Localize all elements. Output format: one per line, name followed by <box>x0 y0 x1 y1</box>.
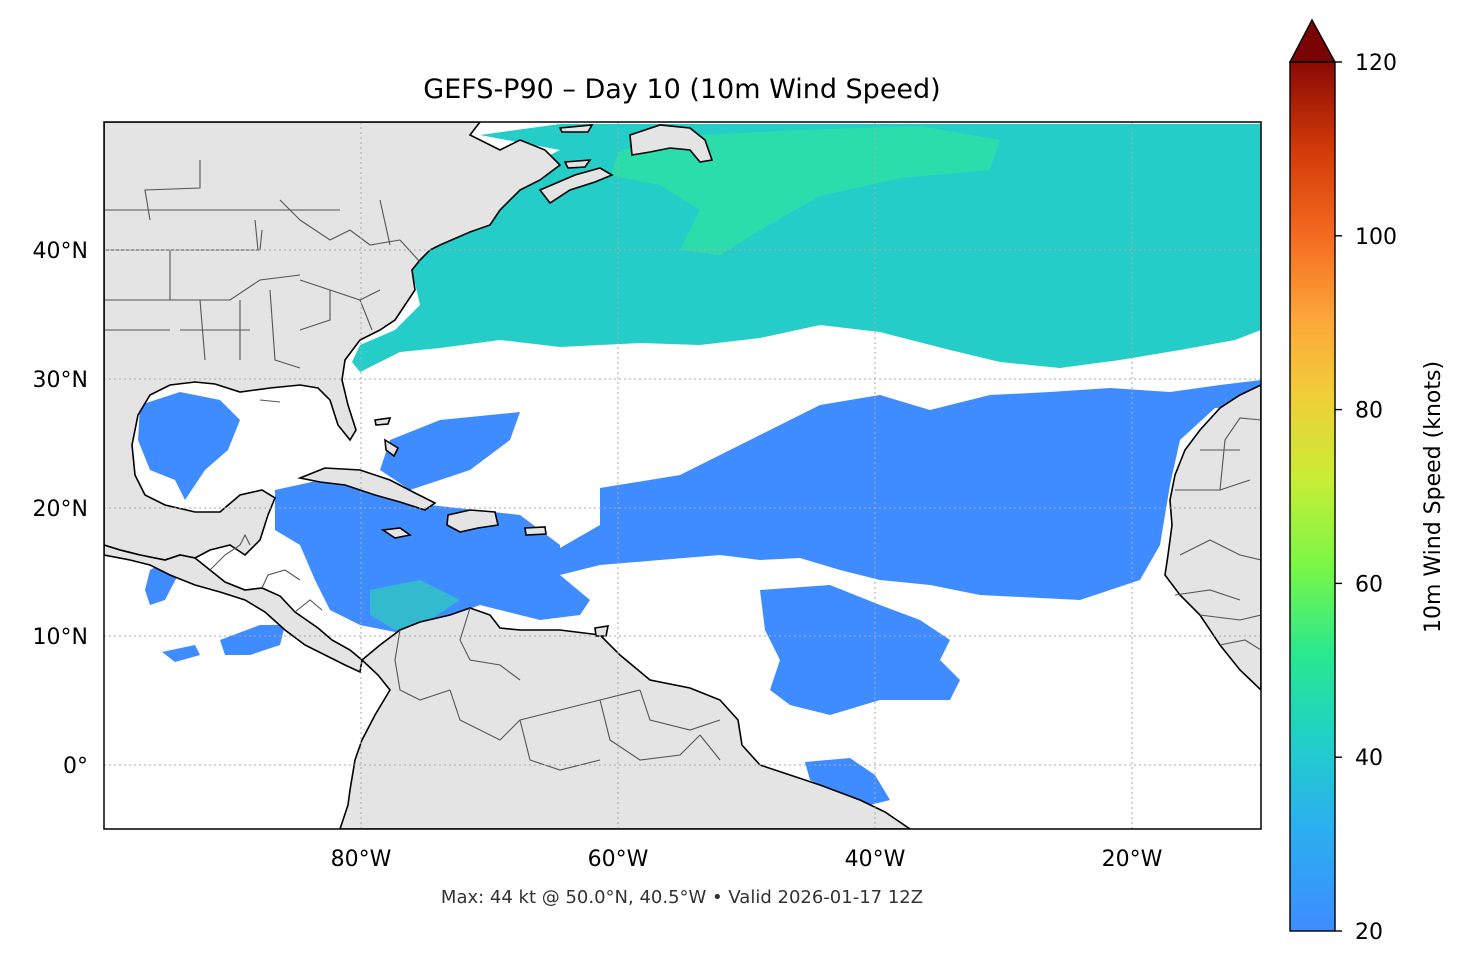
land-central-america <box>104 544 363 674</box>
wind-band-central <box>380 412 520 490</box>
lon-tick-label: 60°W <box>588 847 649 872</box>
colorbar-tick-label: 20 <box>1355 920 1383 945</box>
lat-tick-label: 40°N <box>33 239 88 264</box>
lat-tick-labels: 40°N 30°N 20°N 10°N 0° <box>33 239 88 779</box>
land-pei <box>563 159 592 169</box>
colorbar-tick-label: 40 <box>1355 746 1383 771</box>
wind-band-gulf <box>138 392 240 500</box>
land-north-america <box>104 122 562 561</box>
wind-patch-pacific-c <box>162 645 200 662</box>
colorbar-frame <box>1289 61 1336 932</box>
wind-band-caribbean <box>275 478 590 635</box>
colorbar-tick-label: 100 <box>1355 225 1397 250</box>
wind-band-trades <box>560 380 1261 600</box>
land-cuba <box>297 467 437 511</box>
colorbar-tick-label: 60 <box>1355 572 1383 597</box>
land-africa <box>1164 384 1261 692</box>
lon-tick-label: 40°W <box>845 847 906 872</box>
map-footer: Max: 44 kt @ 50.0°N, 40.5°W • Valid 2026… <box>441 887 923 908</box>
lat-tick-label: 30°N <box>33 368 88 393</box>
wind-core-caribbean <box>370 580 460 630</box>
colorbar: 20 40 60 80 100 120 10m Wind Speed (knots) <box>1288 18 1446 945</box>
land-hispaniola <box>446 509 499 533</box>
lon-tick-label: 20°W <box>1102 847 1163 872</box>
land-bahamas <box>374 417 400 458</box>
wind-patch-pacific-b <box>220 625 285 655</box>
land-anticosti <box>558 124 594 133</box>
colorbar-tick-label: 80 <box>1355 399 1383 424</box>
wind-band-south <box>760 585 960 715</box>
lat-tick-label: 0° <box>63 754 88 779</box>
colorbar-gradient <box>1290 62 1335 931</box>
lon-tick-labels: 80°W 60°W 40°W 20°W <box>331 847 1163 872</box>
land-trinidad <box>594 625 610 637</box>
lat-tick-label: 10°N <box>33 625 88 650</box>
land-puerto-rico <box>524 526 547 536</box>
colorbar-label: 10m Wind Speed (knots) <box>1421 361 1446 633</box>
colorbar-tick-label: 120 <box>1355 51 1397 76</box>
land-newfoundland <box>629 124 714 163</box>
colorbar-extend-arrow <box>1288 18 1337 63</box>
colorbar-ticks: 20 40 60 80 100 120 <box>1335 51 1397 945</box>
map-title: GEFS-P90 – Day 10 (10m Wind Speed) <box>423 74 940 105</box>
wind-band-equator <box>805 758 890 805</box>
land-nova-scotia <box>538 167 614 205</box>
land-masses <box>104 122 1261 829</box>
lat-tick-label: 20°N <box>33 497 88 522</box>
lon-tick-label: 80°W <box>331 847 392 872</box>
land-jamaica <box>380 527 412 539</box>
map-panel <box>104 122 1261 829</box>
map-frame <box>103 121 1262 830</box>
